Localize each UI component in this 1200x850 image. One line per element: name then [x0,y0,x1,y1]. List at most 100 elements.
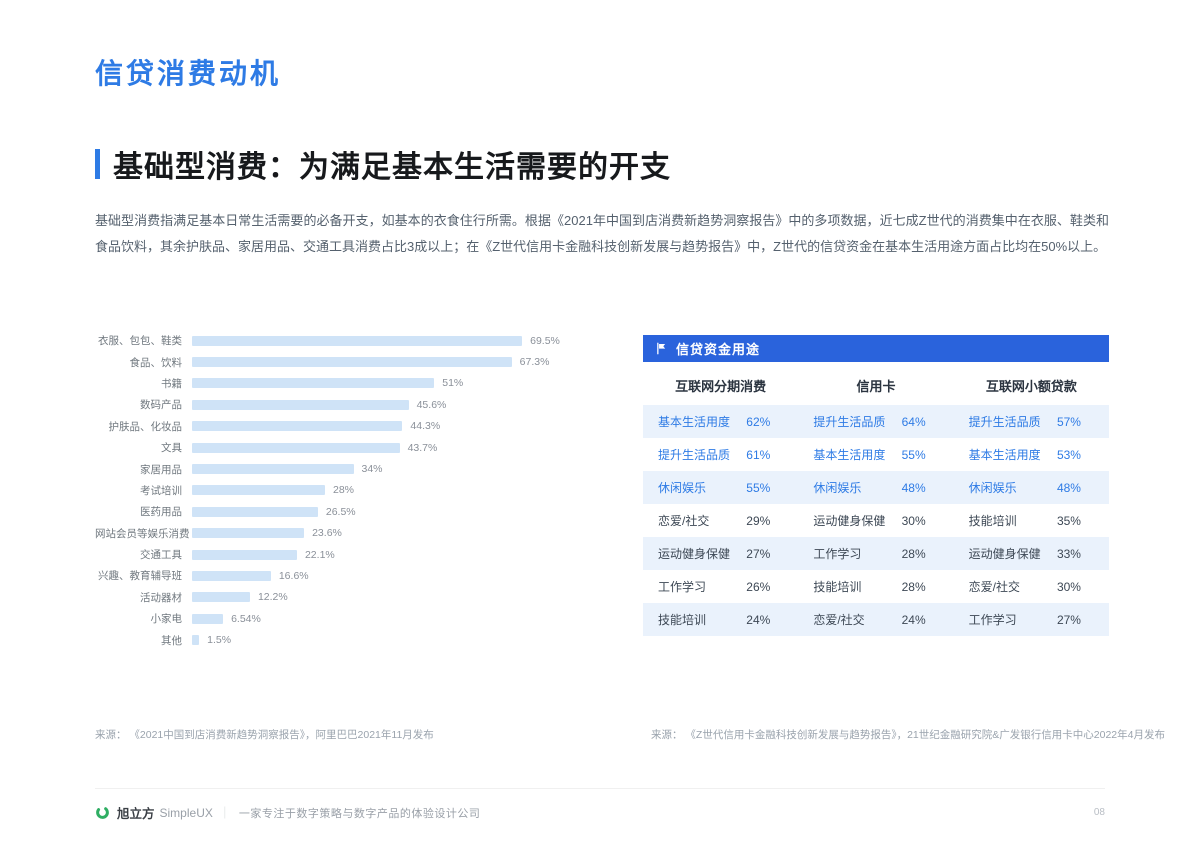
bar-row: 家居用品 34% [95,458,643,479]
bar-row: 食品、饮料 67.3% [95,351,643,372]
bar-row: 数码产品 45.6% [95,394,643,415]
cell-label: 工作学习 [813,547,862,561]
bar-row: 兴趣、教育辅导班 16.6% [95,565,643,586]
bar-value-label: 67.3% [519,356,550,369]
cell-value: 27% [1056,612,1081,627]
cell-value: 33% [1056,546,1081,561]
table-cell: 基本生活用度 62% [643,413,798,430]
bar [192,506,318,517]
bar [192,442,400,453]
table-column-header: 互联网小额贷款 [985,379,1077,394]
cell-value: 24% [901,612,926,627]
cell-label: 技能培训 [813,580,862,594]
bar-row: 医药用品 26.5% [95,501,643,522]
cell-label: 技能培训 [968,514,1017,528]
bar-value-label: 1.5% [207,634,232,647]
consumption-bar-chart: 衣服、包包、鞋类 69.5% 食品、饮料 67.3% 书籍 51% 数码产品 45.6% 护肤品… [95,330,643,748]
cell-label: 休闲娱乐 [813,481,862,495]
section-heading: 基础型消费：为满足基本生活需要的开支 [95,142,671,186]
bar-category-label: 考试培训 [140,484,182,497]
cell-value: 48% [1056,480,1081,495]
cell-label: 运动健身保健 [658,547,731,561]
table-row: 运动健身保健 27% 工作学习 28% 运动健身保健 33% [643,537,1109,570]
cell-value: 35% [1056,513,1081,528]
table-cell: 休闲娱乐 48% [954,479,1109,496]
bar-value-label: 44.3% [410,420,441,433]
bar-category-label: 护肤品、化妆品 [108,420,183,433]
table-cell: 技能培训 24% [643,611,798,628]
content-area: 衣服、包包、鞋类 69.5% 食品、饮料 67.3% 书籍 51% 数码产品 45.6% 护肤品… [95,330,1165,748]
accent-bar [95,149,100,179]
cell-label: 休闲娱乐 [968,481,1017,495]
cell-label: 提升生活品质 [813,415,886,429]
table-row: 技能培训 24% 恋爱/社交 24% 工作学习 27% [643,603,1109,636]
cell-label: 基本生活用度 [813,448,886,462]
bar-list: 衣服、包包、鞋类 69.5% 食品、饮料 67.3% 书籍 51% 数码产品 45.6% 护肤品… [95,330,643,651]
bar-value-label: 22.1% [304,548,335,561]
bar-value-label: 12.2% [257,591,288,604]
table-column-header: 信用卡 [856,379,896,394]
table-cell: 技能培训 35% [954,512,1109,529]
bar [192,570,271,581]
cell-value: 26% [746,579,771,594]
bar-row: 小家电 6.54% [95,608,643,629]
cell-value: 48% [901,480,926,495]
bar-category-label: 文具 [161,442,182,455]
footer: 旭立方 SimpleUX ｜ 一家专注于数字策略与数字产品的体验设计公司 08 [95,788,1105,822]
cell-label: 工作学习 [968,613,1017,627]
table-cell: 休闲娱乐 48% [798,479,953,496]
intro-paragraph: 基础型消费指满足基本日常生活需要的必备开支，如基本的衣食住行所需。根据《2021… [95,213,1109,254]
cell-value: 24% [746,612,771,627]
table-cell: 基本生活用度 53% [954,446,1109,463]
table-row: 基本生活用度 62% 提升生活品质 64% 提升生活品质 57% [643,405,1109,438]
simpleux-logo-icon [95,805,110,820]
panel-title: 信贷资金用途 [676,342,761,357]
table-cell: 提升生活品质 64% [798,413,953,430]
table-column-headers: 互联网分期消费 信用卡 互联网小额贷款 [643,362,1109,405]
table-row: 提升生活品质 61% 基本生活用度 55% 基本生活用度 53% [643,438,1109,471]
cell-label: 提升生活品质 [968,415,1041,429]
cell-value: 55% [746,480,771,495]
bar-category-label: 食品、饮料 [129,356,183,369]
bar [192,378,435,389]
bar-row: 考试培训 28% [95,480,643,501]
bar-category-label: 小家电 [150,613,183,626]
bar [192,485,325,496]
cell-label: 恋爱/社交 [813,613,865,627]
cell-value: 64% [901,414,926,429]
bar-row: 护肤品、化妆品 44.3% [95,416,643,437]
footer-separator: ｜ [218,806,231,820]
bar [192,421,403,432]
bar [192,335,523,346]
bar [192,399,409,410]
bar [192,592,250,603]
page-number: 08 [1093,807,1105,818]
table-cell: 运动健身保健 30% [798,512,953,529]
bar-category-label: 衣服、包包、鞋类 [98,335,182,348]
cell-label: 运动健身保健 [813,514,886,528]
cell-label: 恋爱/社交 [968,580,1020,594]
bar-value-label: 43.7% [407,441,438,454]
bar-category-label: 数码产品 [140,399,182,412]
cell-value: 57% [1056,414,1081,429]
table-cell: 运动健身保健 33% [954,545,1109,562]
bar-value-label: 23.6% [312,527,342,540]
cell-value: 53% [1056,447,1081,462]
bar-row: 其他 1.5% [95,629,643,650]
cell-label: 基本生活用度 [968,448,1041,462]
table-cell: 运动健身保健 27% [643,545,798,562]
cell-value: 55% [901,447,926,462]
table-source: 来源： 《Z世代信用卡金融科技创新发展与趋势报告》，21世纪金融研究院&广发银行… [651,729,1165,741]
cell-label: 提升生活品质 [658,448,731,462]
cell-value: 30% [901,513,926,528]
cell-value: 28% [901,579,926,594]
table-body: 基本生活用度 62% 提升生活品质 64% 提升生活品质 57% 提升生活品质 61% 基本生活… [643,405,1109,636]
bar-value-label: 6.54% [231,612,261,625]
cell-value: 28% [901,546,926,561]
cell-label: 运动健身保健 [968,547,1041,561]
brand-name-en: SimpleUX [159,805,213,820]
cell-label: 工作学习 [658,580,707,594]
bar-value-label: 34% [361,463,383,476]
table-row: 恋爱/社交 29% 运动健身保健 30% 技能培训 35% [643,504,1109,537]
cell-value: 61% [746,447,771,462]
